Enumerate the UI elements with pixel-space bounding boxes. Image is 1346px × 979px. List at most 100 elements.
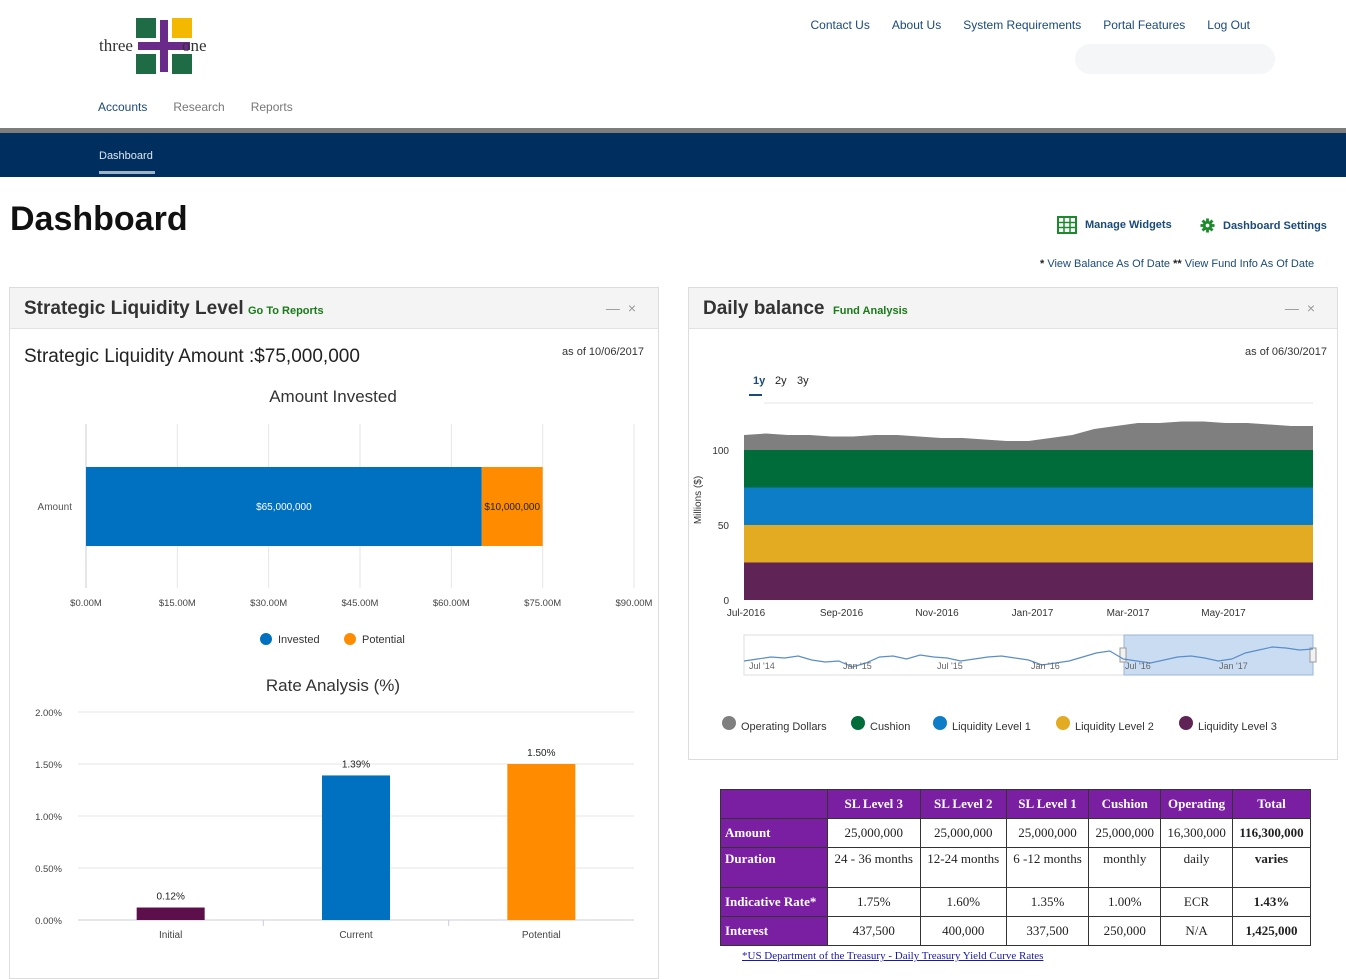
navigator-tick-label: Jan '16 [1031, 661, 1060, 671]
go-to-reports-link[interactable]: Go To Reports [248, 305, 324, 317]
x-tick-label: $75.00M [524, 598, 561, 609]
legend-label: Operating Dollars [741, 721, 827, 733]
panel-controls: —× [606, 300, 644, 316]
navigator-tick-label: Jan '17 [1219, 661, 1248, 671]
manage-widgets-button[interactable]: Manage Widgets [1057, 216, 1172, 234]
contact-us-link[interactable]: Contact Us [810, 18, 870, 32]
three-plus-one-logo[interactable]: three one [98, 16, 218, 76]
dashboard-settings-button[interactable]: Dashboard Settings [1200, 218, 1327, 233]
legend-marker [260, 633, 272, 645]
about-us-link[interactable]: About Us [891, 18, 942, 32]
as-of-date-links: * View Balance As Of Date ** View Fund I… [1040, 258, 1314, 270]
portal-features-link[interactable]: Portal Features [1103, 18, 1186, 32]
table-cell: 1.35% [1005, 887, 1090, 917]
row-header: Interest [720, 916, 828, 946]
gear-icon [1200, 218, 1215, 233]
bar-value-label: $65,000,000 [256, 502, 312, 513]
table-cell: ECR [1160, 887, 1233, 917]
navigator-tick-label: Jul '15 [937, 661, 963, 671]
legend-marker [1056, 716, 1070, 730]
category-label: Amount [38, 502, 73, 513]
table-cell: 12-24 months [919, 847, 1007, 888]
legend-label: Liquidity Level 1 [952, 721, 1031, 733]
table-cell: 24 - 36 months [826, 847, 921, 888]
view-balance-link[interactable]: View Balance As Of Date [1047, 258, 1171, 270]
close-icon[interactable]: × [627, 300, 644, 316]
minimize-icon[interactable]: — [605, 300, 628, 316]
x-tick-label: Nov-2016 [915, 608, 959, 619]
treasury-link[interactable]: US Department of the Treasury - Daily Tr… [747, 950, 1044, 962]
table-row: Interest 437,500 400,000 337,500 250,000… [720, 916, 1312, 946]
logo-square-tr [172, 18, 192, 38]
reports-nav[interactable]: Reports [250, 100, 293, 114]
table-cell: 1.60% [919, 887, 1007, 917]
chart-title: Amount Invested [269, 387, 397, 406]
page-title: Dashboard [10, 200, 188, 238]
table-cell-total: 1,425,000 [1231, 916, 1312, 946]
accounts-nav[interactable]: Accounts [98, 100, 148, 114]
x-tick-label: Sep-2016 [820, 608, 864, 619]
table-cell-total: varies [1231, 847, 1312, 888]
table-cell: 6 -12 months [1005, 847, 1090, 888]
treasury-note[interactable]: *US Department of the Treasury - Daily T… [742, 950, 1043, 962]
table-cell: daily [1160, 847, 1233, 888]
logo-square-tl [136, 18, 156, 38]
table-cell-total: 1.43% [1231, 887, 1312, 917]
area-liquidity-level-3 [744, 562, 1313, 600]
x-tick-label: Current [339, 930, 373, 941]
fund-analysis-link[interactable]: Fund Analysis [833, 305, 908, 317]
area-operating-dollars [744, 421, 1313, 450]
system-requirements-link[interactable]: System Requirements [963, 18, 1082, 32]
table-cell: 250,000 [1088, 916, 1162, 946]
area-liquidity-level-2 [744, 525, 1313, 563]
liquidity-amount: Strategic Liquidity Amount :$75,000,000 [24, 346, 360, 367]
x-tick-label: $15.00M [159, 598, 196, 609]
panel-controls-right: —× [1285, 300, 1323, 316]
table-header [720, 789, 828, 819]
logo-text-left: three [99, 36, 133, 55]
tab-bar: Dashboard [0, 133, 1346, 177]
x-tick-label: $0.00M [70, 598, 102, 609]
bar-potential [481, 467, 543, 546]
bar-current [322, 775, 390, 920]
minimize-icon[interactable]: — [1284, 300, 1307, 316]
amount-invested-chart: Amount Invested $0.00M $15.00M $30.00M $45.0… [38, 387, 653, 646]
research-nav[interactable]: Research [173, 100, 225, 114]
tab-dashboard[interactable]: Dashboard [99, 150, 153, 162]
y-tick-label: 100 [712, 446, 729, 457]
table-header-row: SL Level 3 SL Level 2 SL Level 1 Cushion… [720, 789, 1312, 819]
view-fund-link[interactable]: View Fund Info As Of Date [1184, 258, 1315, 270]
navigator-line [743, 646, 1314, 668]
row-header: Amount [720, 818, 828, 848]
x-tick-label: Jan-2017 [1012, 608, 1054, 619]
row-header: Indicative Rate* [720, 887, 828, 917]
table-cell: 400,000 [919, 916, 1007, 946]
logo-square-br [172, 54, 192, 74]
table-cell: 1.00% [1088, 887, 1162, 917]
legend-marker [722, 716, 736, 730]
table-cell: 16,300,000 [1160, 818, 1233, 848]
table-header: Operating [1160, 789, 1233, 819]
area-liquidity-level-1 [744, 487, 1313, 525]
search-area[interactable] [1075, 44, 1275, 74]
y-tick-label: 0.00% [35, 916, 62, 927]
row-header: Duration [720, 847, 828, 888]
bar-potential [507, 764, 576, 920]
table-row: Amount 25,000,000 25,000,000 25,000,000 … [720, 818, 1312, 848]
y-tick-label: 50 [718, 521, 730, 532]
x-tick-label: Mar-2017 [1107, 608, 1150, 619]
log-out-link[interactable]: Log Out [1207, 18, 1250, 32]
header-divider [0, 128, 1346, 133]
y-tick-label: 1.50% [35, 760, 62, 771]
bar-value-label: $10,000,000 [484, 502, 540, 513]
table-header: SL Level 2 [919, 789, 1007, 819]
panel-title: Strategic Liquidity Level [24, 298, 244, 319]
table-row: Duration 24 - 36 months 12-24 months 6 -… [720, 847, 1312, 888]
table-cell: 437,500 [826, 916, 921, 946]
close-icon[interactable]: × [1306, 300, 1323, 316]
navigator-tick-label: Jul '14 [749, 661, 775, 671]
table-header: Total [1231, 789, 1312, 819]
x-tick-label: May-2017 [1201, 608, 1246, 619]
chart-title: Rate Analysis (%) [266, 676, 400, 695]
range-2y-button: 2y [775, 375, 787, 387]
